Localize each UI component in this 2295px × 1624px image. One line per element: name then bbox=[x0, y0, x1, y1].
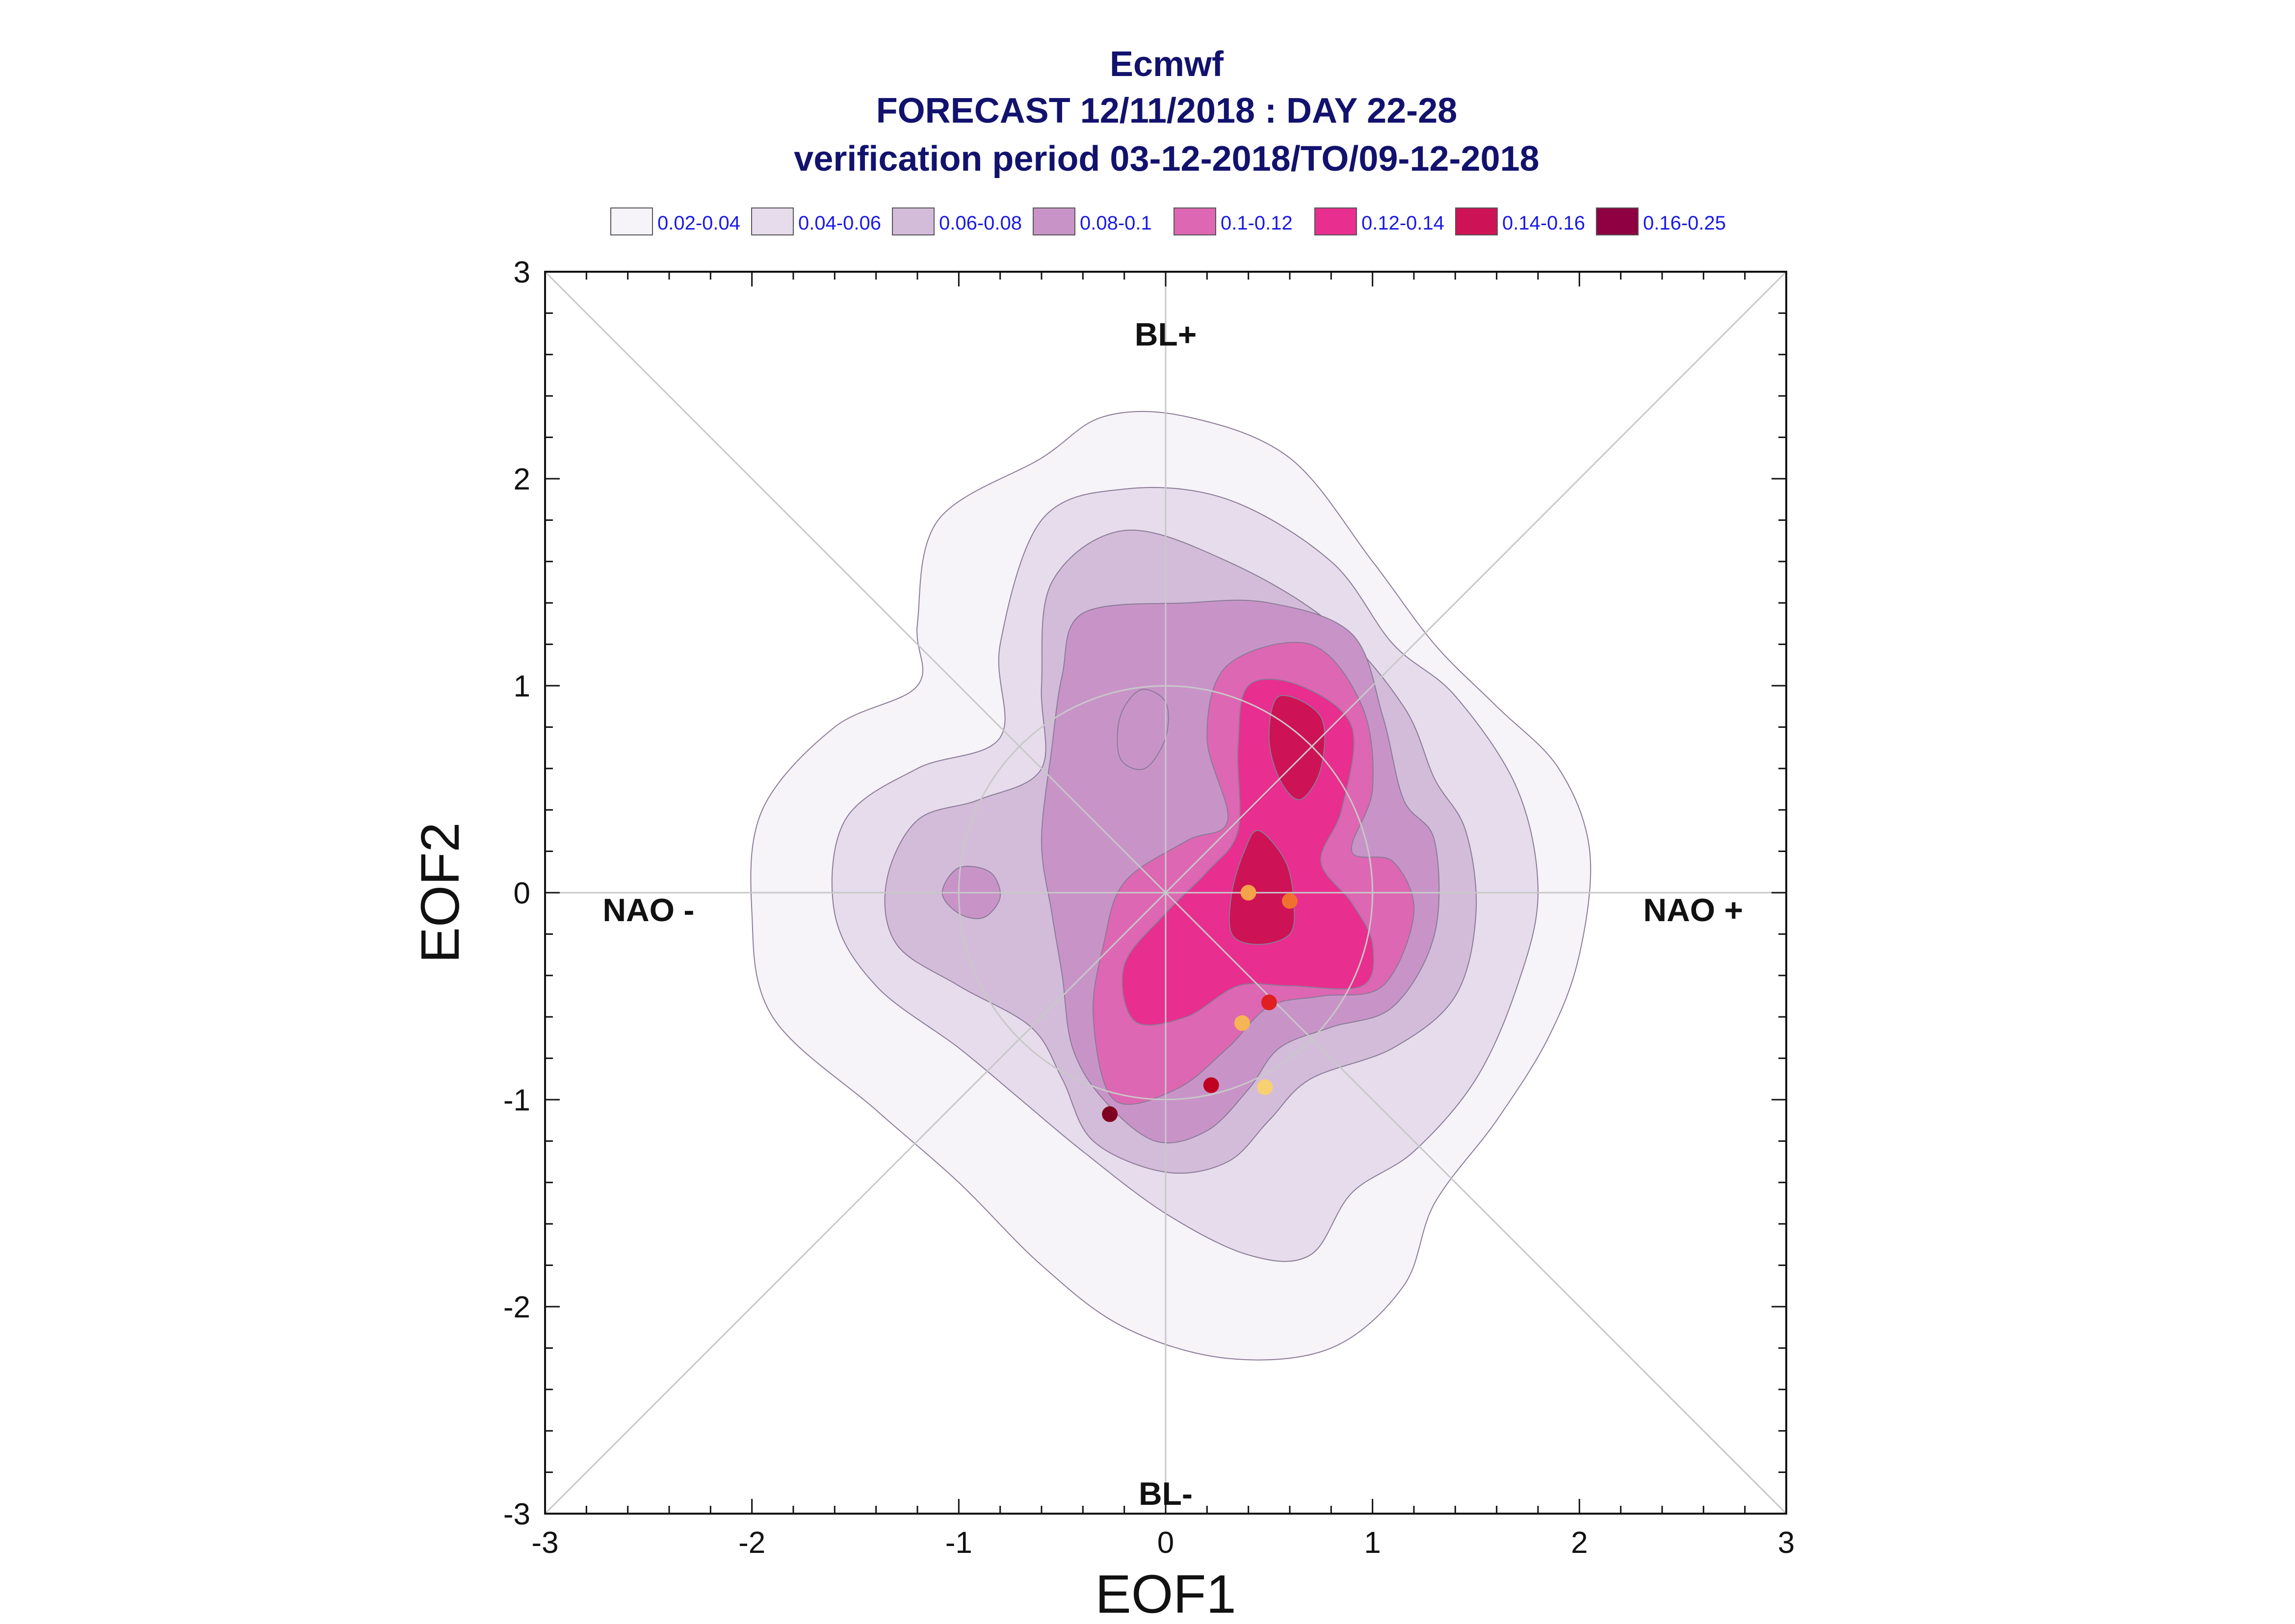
legend-label: 0.06-0.08 bbox=[939, 212, 1022, 234]
axis-ticks: -3 -2 -1 0 1 2 3 -3 -2 -1 0 1 2 3 bbox=[503, 256, 1795, 1560]
legend-swatch bbox=[1455, 207, 1498, 235]
chart-title-line: Ecmwf bbox=[1110, 45, 1224, 84]
x-tick-label: 1 bbox=[1364, 1526, 1381, 1560]
y-tick-label: 3 bbox=[514, 256, 530, 289]
chart-title-line: FORECAST 12/11/2018 : DAY 22-28 bbox=[876, 91, 1458, 130]
x-tick-label: 0 bbox=[1157, 1526, 1174, 1560]
legend-swatch bbox=[1174, 207, 1216, 235]
y-tick-label: -1 bbox=[503, 1083, 530, 1117]
x-tick-label: -2 bbox=[738, 1526, 765, 1560]
legend-swatch bbox=[610, 207, 653, 235]
legend-swatch bbox=[751, 207, 794, 235]
y-axis-title: EOF2 bbox=[410, 822, 470, 963]
legend-label: 0.1-0.12 bbox=[1221, 212, 1293, 234]
ensemble-point bbox=[1234, 1015, 1251, 1031]
regime-label: NAO + bbox=[1643, 892, 1743, 928]
regime-label: NAO - bbox=[602, 892, 694, 928]
regime-label: BL- bbox=[1139, 1475, 1193, 1512]
y-tick-label: 2 bbox=[514, 463, 530, 496]
ensemble-point bbox=[1240, 885, 1256, 901]
x-tick-label: -1 bbox=[945, 1526, 972, 1560]
legend-swatch bbox=[892, 207, 935, 235]
legend-label: 0.16-0.25 bbox=[1643, 212, 1726, 234]
y-tick-label: 1 bbox=[514, 670, 530, 703]
legend-label: 0.02-0.04 bbox=[657, 212, 740, 234]
plot-guides bbox=[544, 271, 1787, 1515]
ensemble-point bbox=[1102, 1106, 1118, 1122]
legend-swatch bbox=[1314, 207, 1357, 235]
regime-label: BL+ bbox=[1135, 316, 1197, 353]
legend-label: 0.14-0.16 bbox=[1502, 212, 1585, 234]
chart-legend: 0.02-0.04 0.04-0.06 0.06-0.08 0.08-0.1 0.1-0… bbox=[610, 207, 1726, 235]
contour-0.14-0.16 bbox=[1228, 830, 1295, 945]
legend-label: 0.04-0.06 bbox=[798, 212, 881, 234]
data-points bbox=[1102, 885, 1298, 1122]
density-contours bbox=[750, 411, 1591, 1361]
ensemble-point bbox=[1257, 1079, 1273, 1095]
chart-title: Ecmwf FORECAST 12/11/2018 : DAY 22-28 veri… bbox=[794, 45, 1539, 179]
regime-labels: BL+ BL- NAO - NAO + bbox=[602, 316, 1743, 1512]
y-tick-label: -3 bbox=[503, 1497, 530, 1531]
y-tick-label: -2 bbox=[503, 1290, 530, 1324]
ensemble-point bbox=[1203, 1077, 1219, 1093]
x-tick-label: -3 bbox=[531, 1526, 558, 1560]
x-tick-label: 3 bbox=[1778, 1526, 1795, 1560]
legend-label: 0.12-0.14 bbox=[1361, 212, 1444, 234]
unit-circle bbox=[958, 685, 1374, 1101]
legend-swatch bbox=[1596, 207, 1639, 235]
y-tick-label: 0 bbox=[514, 876, 530, 910]
ensemble-point bbox=[1282, 893, 1298, 909]
ensemble-point bbox=[1261, 994, 1277, 1010]
legend-label: 0.08-0.1 bbox=[1080, 212, 1152, 234]
chart-title-line: verification period 03-12-2018/TO/09-12-… bbox=[794, 139, 1539, 179]
legend-swatch bbox=[1033, 207, 1075, 235]
x-tick-label: 2 bbox=[1571, 1526, 1588, 1560]
x-axis-title: EOF1 bbox=[1095, 1564, 1236, 1624]
